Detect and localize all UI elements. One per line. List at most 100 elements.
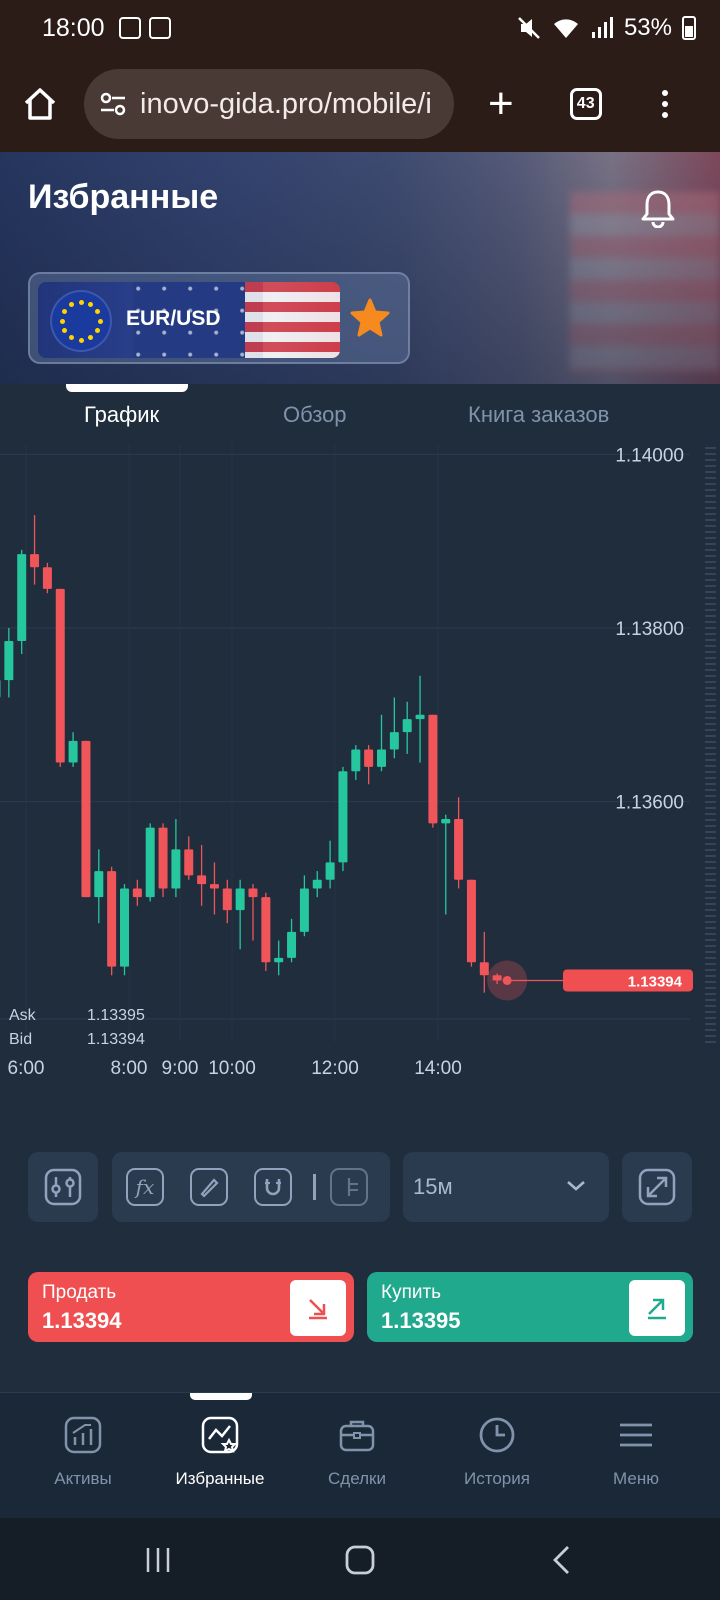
- x-tick-label: 12:00: [311, 1058, 359, 1079]
- candle-body: [299, 888, 309, 932]
- address-bar[interactable]: inovo-gida.pro/mobile/i: [84, 69, 454, 139]
- candle-body: [171, 849, 181, 889]
- recent-apps-icon[interactable]: [144, 1546, 172, 1574]
- x-tick-label: 8:00: [111, 1058, 148, 1079]
- drawing-tools-group: fx: [112, 1152, 390, 1222]
- candle-body: [492, 975, 502, 981]
- fullscreen-button[interactable]: [622, 1152, 692, 1222]
- site-settings-icon[interactable]: [98, 89, 128, 119]
- x-tick-label: 10:00: [208, 1058, 256, 1079]
- bottom-navigation: Активы Избранные Сделки История Меню: [0, 1392, 720, 1518]
- candle-body: [364, 749, 374, 767]
- indicators-settings-button[interactable]: [28, 1152, 98, 1222]
- tab-overview[interactable]: Обзор: [283, 402, 347, 427]
- tab-order-book[interactable]: Книга заказов: [468, 402, 610, 427]
- sell-label: Продать: [42, 1282, 117, 1303]
- candle-body: [55, 588, 65, 763]
- buy-price: 1.13395: [381, 1308, 461, 1333]
- notifications-bell-icon[interactable]: [640, 188, 676, 228]
- browser-menu-icon[interactable]: [661, 90, 668, 118]
- clock-icon: [479, 1417, 515, 1453]
- candle-body: [428, 714, 438, 824]
- layers-icon[interactable]: [330, 1168, 368, 1206]
- sell-button[interactable]: Продать 1.13394: [28, 1272, 354, 1342]
- briefcase-icon: [339, 1420, 375, 1452]
- candle-body: [107, 871, 117, 967]
- chart-toolbar: fx 15м: [0, 1152, 720, 1224]
- candle-body: [402, 719, 412, 733]
- home-nav-icon[interactable]: [344, 1544, 376, 1576]
- candle-body: [184, 849, 194, 876]
- candle-body: [145, 827, 155, 898]
- magnet-icon[interactable]: [254, 1168, 292, 1206]
- quote-panel: Ask 1.13395 Bid 1.13394: [9, 1004, 145, 1052]
- current-price-tag: [563, 969, 693, 992]
- candlestick-chart[interactable]: 1.14000 1.13800 1.13600 6:00 8:00 9:00 10:00 12…: [0, 444, 720, 1104]
- candle-body: [441, 818, 451, 824]
- candle-body: [454, 818, 464, 880]
- timeframe-value: 15м: [413, 1174, 453, 1199]
- favorite-pair-card[interactable]: EUR/USD: [28, 272, 410, 364]
- candle-body: [209, 884, 219, 889]
- assets-chart-icon: [64, 1416, 102, 1454]
- candle-body: [68, 740, 78, 763]
- url-text: inovo-gida.pro/mobile/i: [140, 87, 432, 120]
- brush-icon[interactable]: [190, 1168, 228, 1206]
- sliders-icon: [44, 1168, 82, 1206]
- candle-body: [0, 680, 1, 698]
- favorites-chart-icon: [201, 1416, 239, 1454]
- new-tab-button[interactable]: +: [488, 79, 514, 128]
- candle-body: [274, 957, 284, 963]
- y-tick-label: 1.13800: [615, 619, 684, 640]
- bid-value: 1.13394: [87, 1031, 145, 1048]
- candle-body: [261, 897, 271, 963]
- function-icon[interactable]: fx: [126, 1168, 164, 1206]
- current-price-tag-label: 1.13394: [628, 973, 683, 990]
- sell-arrow-icon: [290, 1280, 346, 1336]
- status-time: 18:00: [42, 13, 105, 42]
- battery-percent: 53%: [623, 14, 672, 41]
- buy-arrow-icon: [629, 1280, 685, 1336]
- candle-body: [197, 875, 207, 885]
- signal-icon: [591, 17, 613, 38]
- x-tick-label: 9:00: [162, 1058, 199, 1079]
- nav-deals[interactable]: Сделки: [297, 1413, 417, 1489]
- tab-switcher-button[interactable]: 43: [569, 88, 602, 120]
- check-notification-icon: [148, 17, 171, 39]
- nav-favorites[interactable]: Избранные: [160, 1413, 280, 1489]
- chart-tabs: График Обзор Книга заказов: [0, 384, 720, 444]
- tab-chart[interactable]: График: [84, 402, 160, 427]
- nav-menu[interactable]: Меню: [576, 1413, 696, 1489]
- candle-body: [17, 554, 27, 642]
- eu-flag-icon: [50, 290, 112, 352]
- back-icon[interactable]: [548, 1544, 576, 1576]
- hamburger-icon: [620, 1423, 652, 1447]
- favorite-star-icon[interactable]: [348, 296, 392, 340]
- candle-body: [30, 554, 40, 568]
- nav-assets-label: Активы: [54, 1469, 112, 1488]
- buy-label: Купить: [381, 1282, 442, 1303]
- status-bar: 18:00 53%: [0, 0, 720, 56]
- sell-price: 1.13394: [42, 1308, 122, 1333]
- home-icon[interactable]: [20, 84, 60, 124]
- ask-value: 1.13395: [87, 1007, 145, 1024]
- candle-body: [81, 740, 91, 898]
- candle-body: [235, 888, 245, 911]
- toolbar-separator: [313, 1174, 316, 1200]
- active-nav-indicator: [190, 1393, 252, 1400]
- candle-body: [325, 862, 335, 880]
- gallery-notification-icon: [118, 17, 141, 39]
- timeframe-select[interactable]: 15м: [403, 1152, 609, 1222]
- candle-body: [42, 567, 52, 589]
- nav-deals-label: Сделки: [328, 1469, 386, 1488]
- nav-menu-label: Меню: [613, 1469, 659, 1488]
- nav-assets[interactable]: Активы: [23, 1413, 143, 1489]
- y-tick-label: 1.13600: [615, 793, 684, 814]
- x-tick-label: 14:00: [414, 1058, 462, 1079]
- price-chart[interactable]: 1.14000 1.13800 1.13600 6:00 8:00 9:00 10:00 12…: [0, 444, 720, 1104]
- candle-body: [338, 771, 348, 863]
- x-tick-label: 6:00: [8, 1058, 45, 1079]
- buy-button[interactable]: Купить 1.13395: [367, 1272, 693, 1342]
- chevron-down-icon: [567, 1181, 585, 1191]
- nav-history[interactable]: История: [437, 1413, 557, 1489]
